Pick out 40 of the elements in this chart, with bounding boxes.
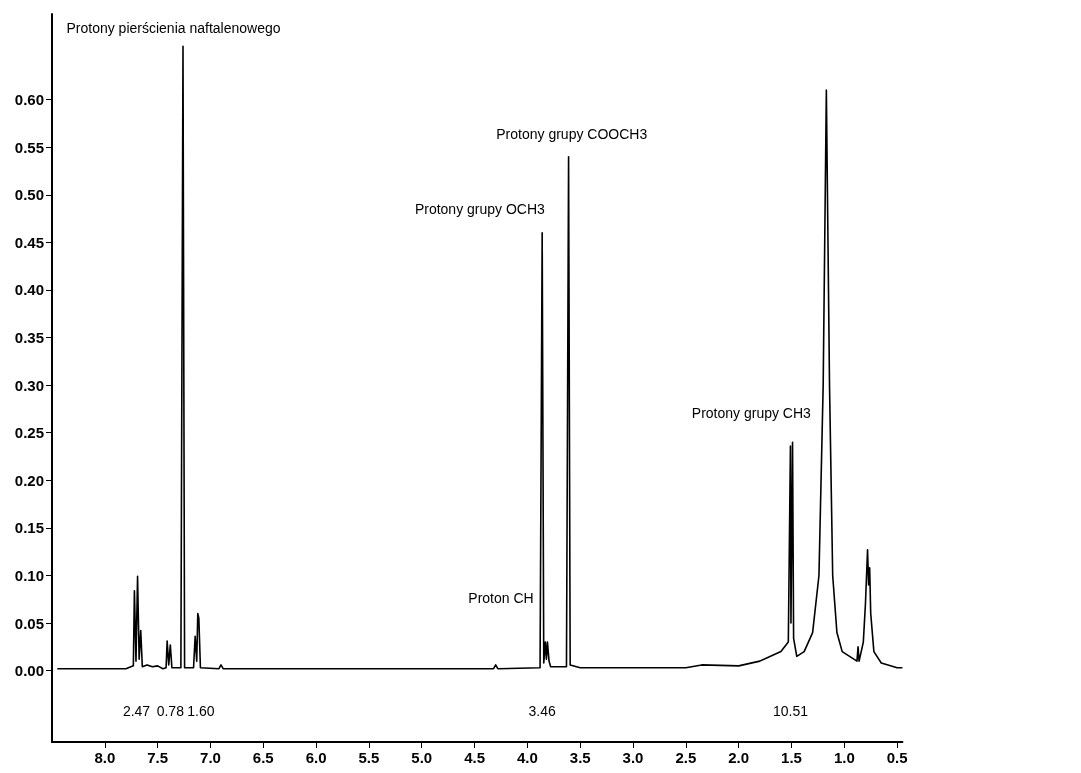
y-tick-label: 0.40: [14, 281, 44, 299]
annotation: Protony grupy CH3: [691, 404, 812, 421]
annotation: 2.47: [122, 702, 151, 719]
y-tick-label: 0.00: [14, 662, 44, 680]
x-tick-label: 4.5: [464, 749, 485, 766]
y-tick-label: 0.10: [14, 566, 44, 584]
annotation: 3.46: [528, 702, 557, 719]
line-series: [56, 45, 904, 670]
x-tick-label: 3.0: [622, 749, 644, 766]
annotation: Protony pierścienia naftalenowego: [66, 20, 281, 37]
y-tick-label: 0.05: [14, 614, 44, 632]
x-tick-label: 7.0: [200, 749, 221, 766]
x-tick-label: 6.0: [305, 749, 327, 766]
x-tick-label: 2.5: [675, 749, 697, 766]
x-tick-label: 6.5: [252, 749, 274, 766]
x-tick-label: 2.0: [728, 749, 750, 766]
y-tick-label: 0.45: [14, 233, 44, 251]
x-tick-label: 0.5: [886, 749, 908, 766]
annotation: Protony grupy OCH3: [414, 201, 546, 218]
y-tick-label: 0.30: [14, 376, 44, 394]
annotation: Protony grupy COOCH3: [496, 125, 648, 142]
y-tick-label: 0.25: [14, 424, 44, 442]
x-tick-label: 1.0: [833, 749, 855, 766]
y-tick-label: 0.15: [14, 519, 44, 537]
x-tick-label: 3.5: [569, 749, 591, 766]
x-tick-label: 5.0: [411, 749, 433, 766]
y-tick-label: 0.60: [14, 91, 44, 109]
x-tick-label: 8.0: [94, 749, 116, 766]
y-tick-label: 0.35: [14, 329, 44, 347]
y-tick-label: 0.55: [14, 138, 44, 156]
x-tick-label: 7.5: [147, 749, 169, 766]
y-tick-label: 0.50: [14, 186, 44, 204]
annotation: 10.51: [772, 702, 809, 719]
annotation: Proton CH: [468, 590, 534, 607]
annotation: 1.60: [187, 702, 215, 719]
x-tick-label: 4.0: [516, 749, 538, 766]
x-tick-label: 5.5: [358, 749, 380, 766]
y-tick-label: 0.20: [14, 471, 44, 489]
x-tick-label: 1.5: [781, 749, 802, 766]
annotation: 0.78: [156, 702, 185, 719]
